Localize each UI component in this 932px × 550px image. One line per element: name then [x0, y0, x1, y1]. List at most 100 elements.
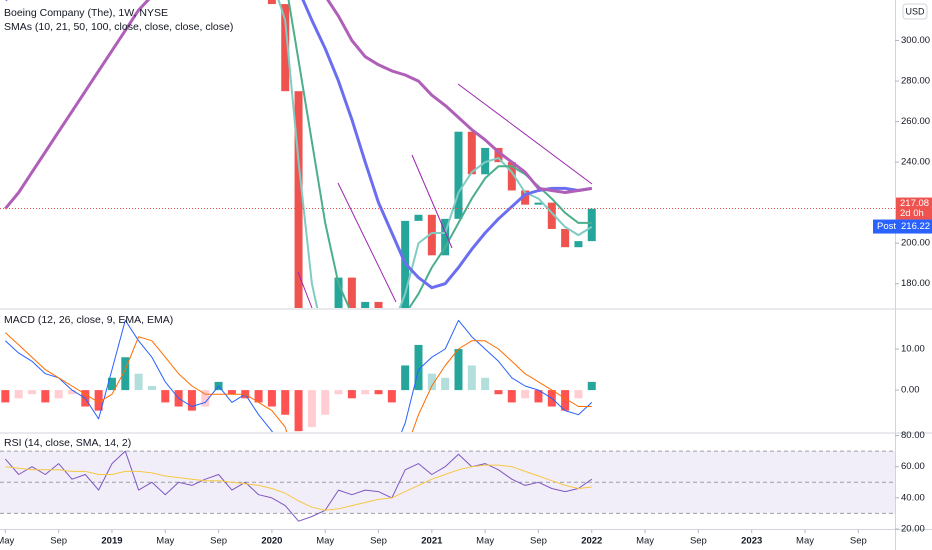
x-tick-label: Sep	[690, 536, 707, 547]
candle	[281, 4, 290, 92]
histogram-bar	[187, 390, 196, 411]
last-price-box	[896, 197, 932, 220]
histogram-bar	[267, 390, 276, 407]
indicator-line	[4, 0, 593, 210]
y-tick-label: 260.00	[901, 116, 930, 127]
histogram-bar	[574, 390, 583, 399]
candle	[414, 214, 423, 221]
candle	[521, 190, 530, 205]
histogram-bar	[147, 385, 156, 391]
histogram-bar	[427, 373, 436, 391]
x-tick-label: May	[636, 536, 654, 547]
indicator-line	[5, 0, 593, 290]
x-tick-label: Sep	[370, 536, 387, 547]
candle	[361, 301, 370, 308]
rsi-pane	[0, 450, 895, 522]
currency: USD	[905, 6, 925, 16]
indicator-line	[277, 0, 593, 308]
currency-box[interactable]	[902, 3, 928, 20]
y-tick-label: 200.00	[901, 238, 930, 249]
histogram-bar	[414, 344, 423, 391]
x-tick-label: 2021	[421, 536, 443, 547]
candle	[374, 301, 383, 308]
y-tick-label: 20.00	[901, 524, 925, 535]
histogram-bar	[441, 377, 450, 391]
histogram-bar	[107, 377, 116, 391]
histogram-bar	[121, 357, 130, 391]
x-tick-label: May	[0, 536, 15, 547]
trend-line	[457, 83, 593, 185]
histogram-bar	[361, 390, 370, 395]
y-tick-label: 40.00	[901, 492, 925, 503]
x-tick-label: Sep	[50, 536, 67, 547]
indicator-line	[4, 332, 592, 432]
x-tick-label: May	[476, 536, 494, 547]
histogram-bar	[534, 390, 543, 403]
candle	[467, 131, 476, 175]
x-tick-label: 2023	[741, 536, 762, 547]
histogram-bar	[401, 365, 410, 391]
histogram-bar	[54, 390, 63, 399]
trend-lines	[297, 83, 593, 308]
histogram-bar	[227, 390, 236, 395]
y-tick-label: 0.00	[901, 385, 920, 396]
histogram-bar	[507, 390, 516, 403]
price-pane	[0, 0, 895, 308]
histogram-bar	[254, 390, 263, 403]
x-tick-label: 2019	[101, 536, 122, 547]
histogram-bar	[281, 390, 290, 415]
candle	[294, 91, 303, 308]
histogram-bar	[561, 390, 570, 411]
y-tick-label: 240.00	[901, 157, 930, 168]
sma-legend: SMAs (10, 21, 50, 100, close, close, clo…	[4, 21, 233, 33]
histogram-bar	[14, 390, 23, 399]
indicator-line	[4, 319, 593, 432]
histogram-bar	[201, 390, 210, 407]
histogram-bar	[374, 390, 383, 395]
histogram-bar	[347, 390, 356, 399]
candle	[441, 218, 450, 256]
indicator-line	[4, 450, 593, 522]
macd-legend: MACD (12, 26, close, 9, EMA, EMA)	[4, 314, 173, 326]
macd-pane	[1, 319, 596, 432]
rsi-legend: RSI (14, close, SMA, 14, 2)	[4, 437, 131, 449]
histogram-bar	[94, 390, 103, 411]
y-tick-label: 180.00	[901, 278, 930, 289]
x-tick-label: 2020	[261, 536, 282, 547]
indicator-line	[287, 0, 592, 308]
candle	[347, 277, 356, 308]
histogram-bar	[321, 390, 330, 415]
x-tick-label: 2022	[581, 536, 602, 547]
post-label: Post	[877, 221, 896, 232]
trend-line	[337, 182, 397, 303]
indicator-line	[5, 464, 592, 511]
histogram-bar	[161, 390, 170, 403]
candle	[534, 202, 543, 205]
histogram-bar	[454, 349, 463, 391]
x-tick-label: Sep	[530, 536, 547, 547]
candle	[454, 131, 463, 219]
histogram-bar	[1, 390, 10, 403]
histogram-bar	[134, 373, 143, 391]
x-tick-label: Sep	[210, 536, 227, 547]
histogram-bar	[27, 390, 36, 395]
y-tick-label: 80.00	[901, 430, 925, 441]
candle	[587, 208, 596, 242]
candle	[334, 277, 343, 308]
x-tick-label: May	[316, 536, 334, 547]
x-tick-label: May	[156, 536, 174, 547]
histogram-bar	[294, 390, 303, 432]
histogram-bar	[494, 390, 503, 395]
last-price: 217.08	[900, 198, 929, 209]
post-price-box	[873, 219, 932, 234]
y-tick-label: 300.00	[901, 35, 930, 46]
x-tick-label: May	[796, 536, 814, 547]
histogram-bar	[481, 377, 490, 391]
histogram-bar	[521, 390, 530, 399]
candle	[561, 228, 570, 248]
trend-line	[411, 154, 453, 249]
countdown: 2d 0h	[900, 208, 924, 219]
post-price: 216.22	[901, 221, 930, 232]
